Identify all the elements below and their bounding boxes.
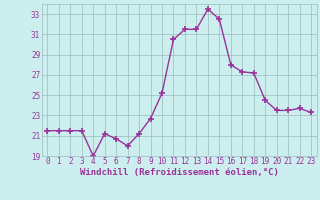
X-axis label: Windchill (Refroidissement éolien,°C): Windchill (Refroidissement éolien,°C) [80,168,279,177]
